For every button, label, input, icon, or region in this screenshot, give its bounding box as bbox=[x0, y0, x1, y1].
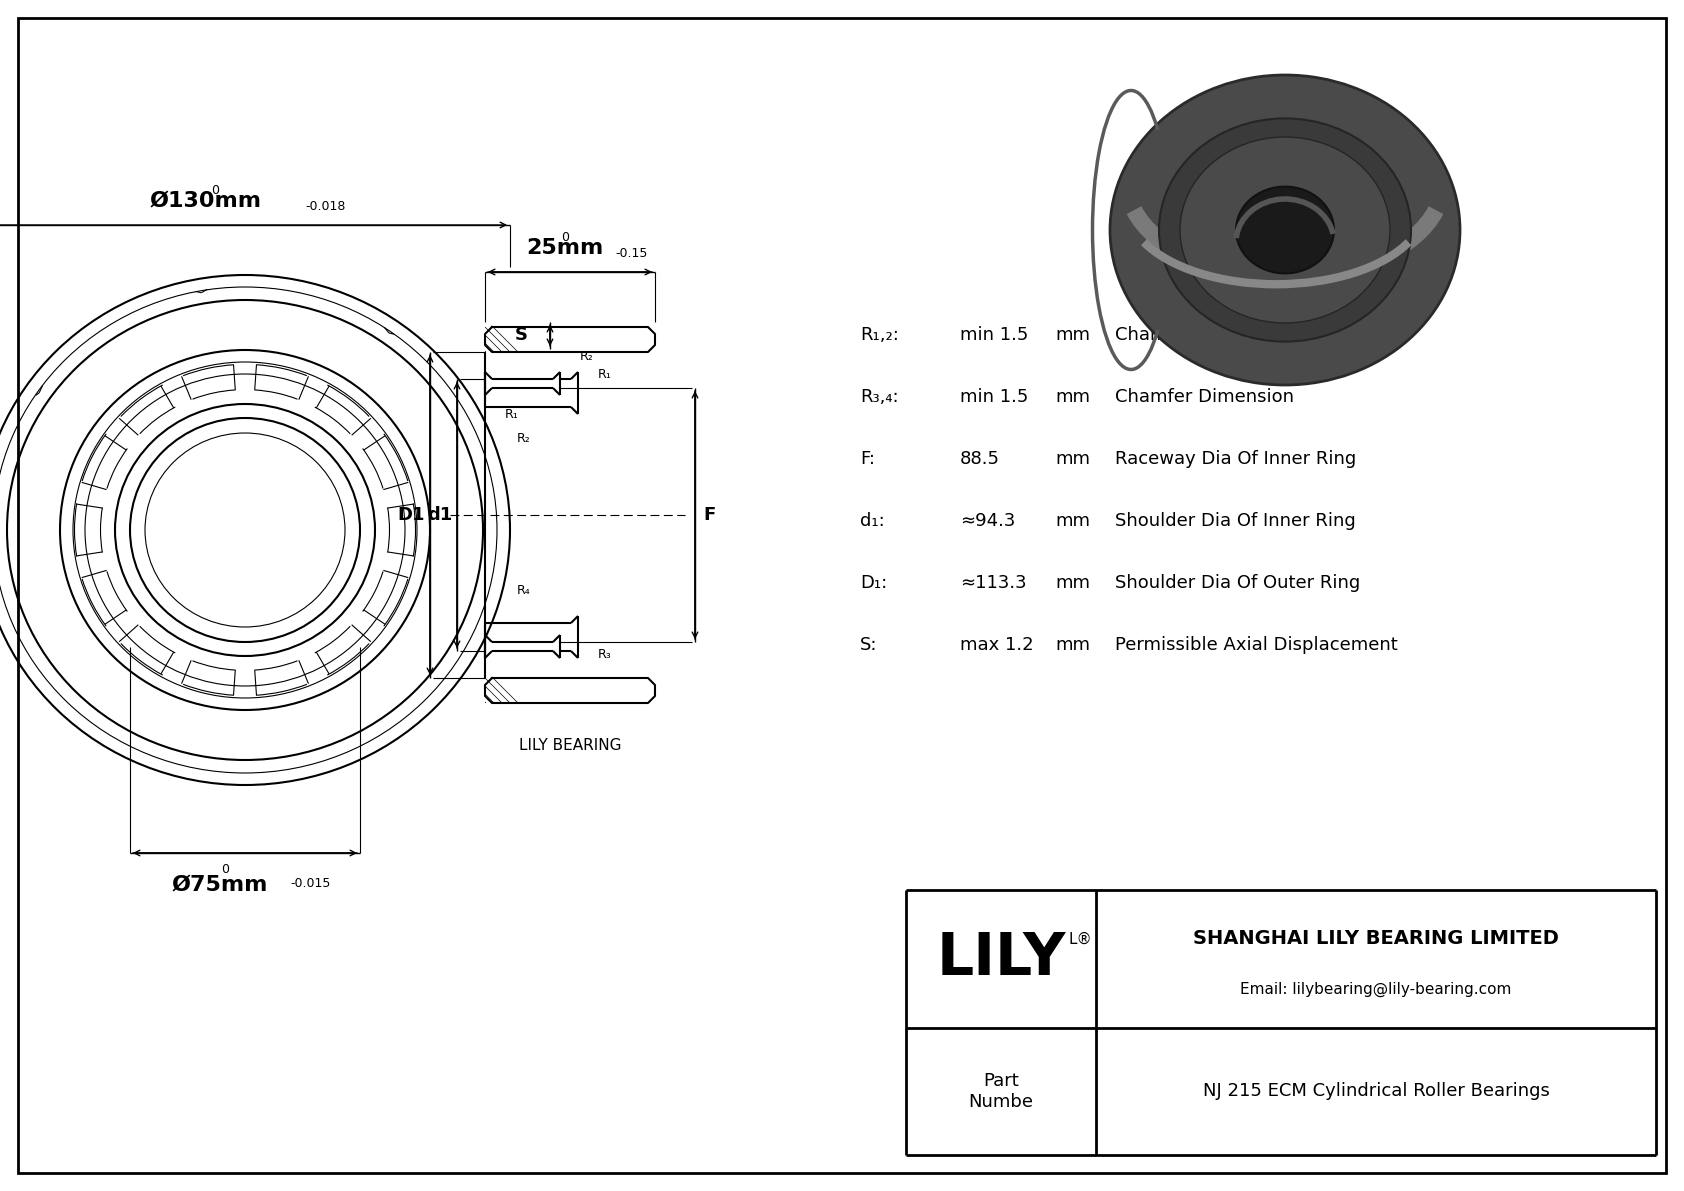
Text: 88.5: 88.5 bbox=[960, 450, 1000, 468]
Text: min 1.5: min 1.5 bbox=[960, 388, 1029, 406]
Text: SHANGHAI LILY BEARING LIMITED: SHANGHAI LILY BEARING LIMITED bbox=[1192, 929, 1559, 948]
Text: Part
Numbe: Part Numbe bbox=[968, 1072, 1034, 1111]
Text: 25mm: 25mm bbox=[527, 238, 603, 258]
Text: Chamfer Dimension: Chamfer Dimension bbox=[1115, 388, 1293, 406]
Text: -0.15: -0.15 bbox=[615, 247, 647, 260]
Text: d₁:: d₁: bbox=[861, 512, 884, 530]
Text: LILY: LILY bbox=[936, 930, 1066, 987]
Text: F: F bbox=[702, 506, 716, 524]
Text: -0.015: -0.015 bbox=[290, 877, 330, 890]
Text: R₁: R₁ bbox=[598, 368, 611, 381]
Text: min 1.5: min 1.5 bbox=[960, 326, 1029, 344]
Text: Ø130mm: Ø130mm bbox=[148, 191, 261, 211]
Text: S: S bbox=[515, 326, 529, 344]
Text: S:: S: bbox=[861, 636, 877, 654]
Ellipse shape bbox=[1159, 118, 1411, 342]
Text: 0: 0 bbox=[221, 863, 229, 877]
Text: d1: d1 bbox=[428, 506, 453, 524]
Text: mm: mm bbox=[1054, 326, 1090, 344]
Text: R₂: R₂ bbox=[517, 432, 530, 445]
Ellipse shape bbox=[1180, 137, 1389, 323]
Text: D1: D1 bbox=[397, 506, 424, 524]
Text: R₂: R₂ bbox=[579, 350, 594, 363]
Ellipse shape bbox=[1236, 187, 1334, 274]
Text: Permissible Axial Displacement: Permissible Axial Displacement bbox=[1115, 636, 1398, 654]
Text: Shoulder Dia Of Inner Ring: Shoulder Dia Of Inner Ring bbox=[1115, 512, 1356, 530]
Ellipse shape bbox=[1110, 75, 1460, 385]
Text: NJ 215 ECM Cylindrical Roller Bearings: NJ 215 ECM Cylindrical Roller Bearings bbox=[1202, 1083, 1549, 1100]
Text: Ø75mm: Ø75mm bbox=[172, 875, 268, 894]
Text: D₁:: D₁: bbox=[861, 574, 887, 592]
Text: Email: lilybearing@lily-bearing.com: Email: lilybearing@lily-bearing.com bbox=[1241, 981, 1512, 997]
Text: max 1.2: max 1.2 bbox=[960, 636, 1034, 654]
Text: -0.018: -0.018 bbox=[305, 200, 345, 213]
Text: mm: mm bbox=[1054, 512, 1090, 530]
Text: R₃,₄:: R₃,₄: bbox=[861, 388, 899, 406]
Text: L®: L® bbox=[1068, 931, 1091, 947]
Text: R₁,₂:: R₁,₂: bbox=[861, 326, 899, 344]
Text: R₄: R₄ bbox=[517, 585, 530, 598]
Text: F:: F: bbox=[861, 450, 876, 468]
Text: Raceway Dia Of Inner Ring: Raceway Dia Of Inner Ring bbox=[1115, 450, 1356, 468]
Text: 0: 0 bbox=[210, 183, 219, 197]
Text: Shoulder Dia Of Outer Ring: Shoulder Dia Of Outer Ring bbox=[1115, 574, 1361, 592]
Text: 0: 0 bbox=[561, 231, 569, 244]
Text: mm: mm bbox=[1054, 636, 1090, 654]
Text: ≈113.3: ≈113.3 bbox=[960, 574, 1027, 592]
Text: ≈94.3: ≈94.3 bbox=[960, 512, 1015, 530]
Text: R₁: R₁ bbox=[505, 407, 519, 420]
Text: R₃: R₃ bbox=[598, 649, 611, 661]
Text: LILY BEARING: LILY BEARING bbox=[519, 738, 621, 753]
Text: Chamfer Dimension: Chamfer Dimension bbox=[1115, 326, 1293, 344]
Text: mm: mm bbox=[1054, 388, 1090, 406]
Text: mm: mm bbox=[1054, 450, 1090, 468]
Text: mm: mm bbox=[1054, 574, 1090, 592]
